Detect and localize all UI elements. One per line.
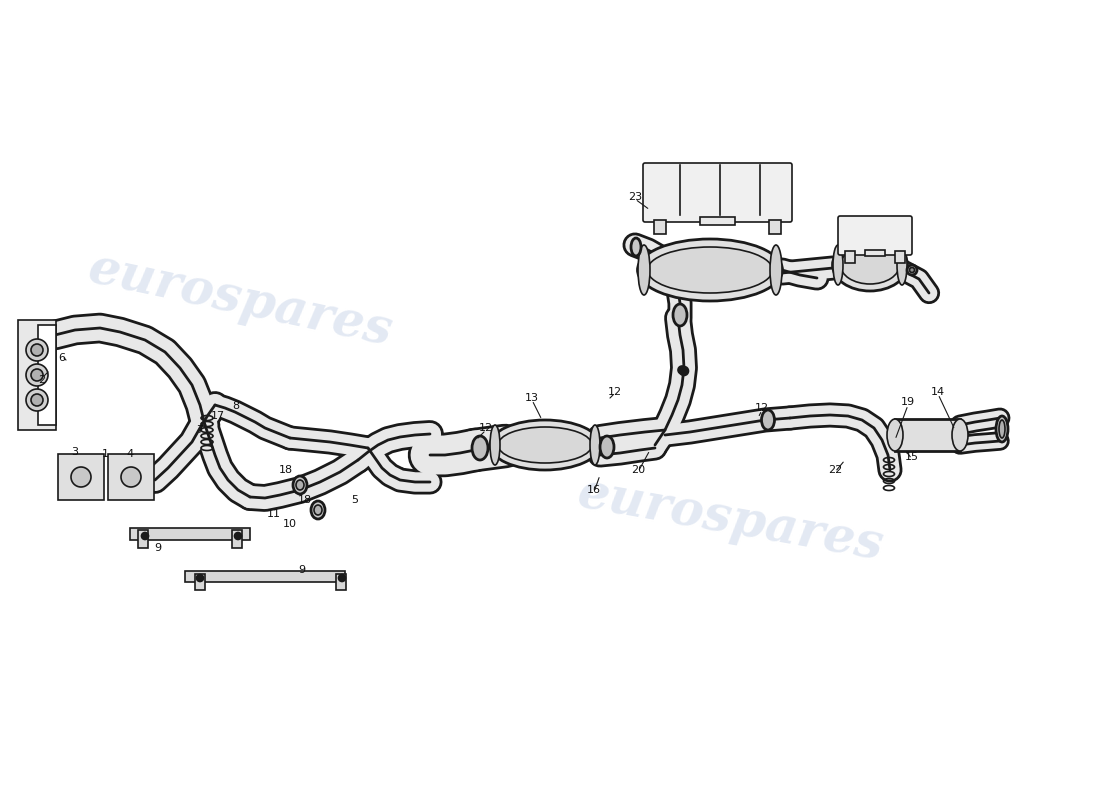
Ellipse shape	[26, 389, 48, 411]
Bar	[18, 320, 56, 430]
Text: 18: 18	[298, 495, 312, 505]
Text: 11: 11	[267, 509, 280, 519]
Ellipse shape	[314, 505, 322, 515]
Ellipse shape	[121, 467, 141, 487]
Ellipse shape	[590, 425, 600, 465]
Ellipse shape	[472, 436, 488, 460]
Ellipse shape	[887, 419, 903, 451]
Ellipse shape	[638, 245, 650, 295]
Text: 15: 15	[905, 452, 918, 462]
Ellipse shape	[498, 427, 592, 463]
Ellipse shape	[638, 239, 782, 301]
Ellipse shape	[31, 369, 43, 381]
Ellipse shape	[600, 436, 614, 458]
Ellipse shape	[770, 245, 782, 295]
Ellipse shape	[996, 416, 1008, 442]
Ellipse shape	[296, 480, 304, 490]
Ellipse shape	[490, 420, 600, 470]
Text: 12: 12	[755, 403, 769, 413]
Bar	[138, 530, 148, 548]
Text: 4: 4	[126, 449, 133, 459]
FancyBboxPatch shape	[838, 216, 912, 255]
Ellipse shape	[293, 476, 307, 494]
Ellipse shape	[896, 245, 907, 285]
Text: 5: 5	[352, 495, 359, 505]
Bar	[195, 574, 205, 590]
Text: 20: 20	[631, 465, 645, 475]
Text: 13: 13	[525, 393, 539, 403]
Text: 9: 9	[298, 565, 306, 575]
Text: 12: 12	[478, 423, 493, 433]
Text: 1: 1	[101, 449, 109, 459]
Ellipse shape	[31, 344, 43, 356]
Ellipse shape	[840, 246, 900, 284]
Ellipse shape	[648, 247, 772, 293]
Bar	[769, 220, 781, 234]
Bar	[895, 419, 960, 451]
Text: 17: 17	[211, 411, 226, 421]
Text: 7: 7	[197, 425, 204, 435]
Bar	[654, 220, 666, 234]
Ellipse shape	[999, 420, 1005, 438]
Ellipse shape	[833, 245, 843, 285]
Ellipse shape	[197, 574, 204, 582]
Ellipse shape	[490, 425, 500, 465]
Ellipse shape	[952, 419, 968, 451]
Text: 16: 16	[587, 485, 601, 495]
Ellipse shape	[908, 265, 917, 275]
Ellipse shape	[311, 501, 324, 519]
Ellipse shape	[761, 410, 774, 430]
Text: 19: 19	[901, 397, 915, 407]
Ellipse shape	[234, 533, 242, 539]
Bar	[232, 530, 242, 548]
Ellipse shape	[678, 366, 686, 374]
Text: 23: 23	[628, 192, 642, 202]
Text: 8: 8	[232, 401, 240, 411]
Text: 9: 9	[154, 543, 162, 553]
Bar	[865, 250, 886, 256]
Text: 14: 14	[931, 387, 945, 397]
Bar	[845, 251, 855, 263]
Text: 22: 22	[828, 465, 843, 475]
Ellipse shape	[833, 239, 908, 291]
Bar	[39, 325, 56, 425]
Bar	[108, 454, 154, 500]
Ellipse shape	[910, 267, 914, 273]
Text: 18: 18	[279, 465, 293, 475]
Ellipse shape	[631, 238, 641, 256]
Bar	[58, 454, 104, 500]
Bar	[700, 217, 735, 225]
Bar	[185, 571, 345, 582]
Ellipse shape	[339, 574, 345, 582]
Text: 3: 3	[72, 447, 78, 457]
Text: eurospares: eurospares	[573, 469, 887, 571]
Text: eurospares: eurospares	[84, 244, 397, 356]
Ellipse shape	[26, 339, 48, 361]
Text: 12: 12	[608, 387, 623, 397]
Ellipse shape	[26, 364, 48, 386]
FancyBboxPatch shape	[644, 163, 792, 222]
Bar	[895, 251, 905, 263]
Text: 6: 6	[58, 353, 66, 363]
Ellipse shape	[31, 394, 43, 406]
Bar	[130, 528, 250, 540]
Bar	[336, 574, 346, 590]
Ellipse shape	[673, 304, 688, 326]
Text: 10: 10	[283, 519, 297, 529]
Text: 2: 2	[39, 375, 45, 385]
Ellipse shape	[72, 467, 91, 487]
Ellipse shape	[680, 366, 689, 375]
Ellipse shape	[142, 533, 148, 539]
